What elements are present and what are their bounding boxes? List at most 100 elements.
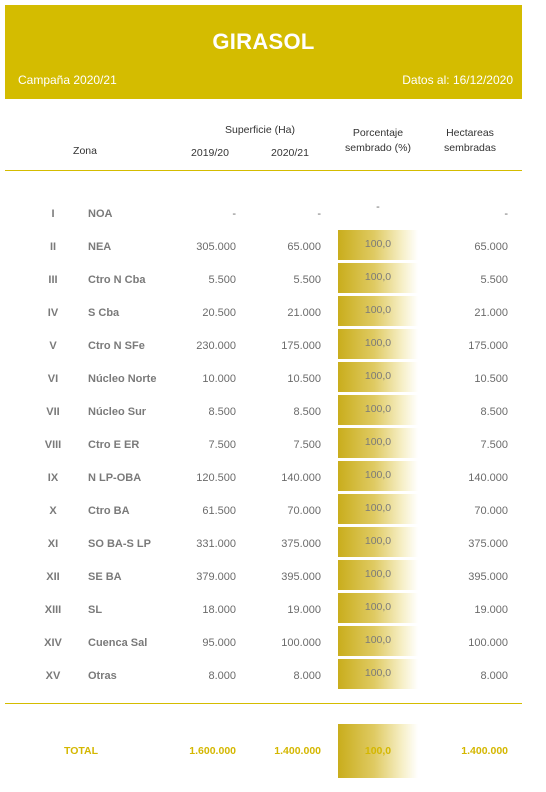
pct-sown-bar: 100,0 bbox=[338, 560, 418, 590]
pct-sown-bar: 100,0 bbox=[338, 395, 418, 425]
pct-sown-bar: 100,0 bbox=[338, 230, 418, 260]
ha-sown-value: - bbox=[504, 208, 508, 220]
table-row: I NOA - - - - bbox=[0, 197, 546, 230]
surface-2020: 19.000 bbox=[287, 604, 321, 616]
surface-2020: 375.000 bbox=[281, 538, 321, 550]
surface-2020: 10.500 bbox=[287, 373, 321, 385]
surface-2020: 175.000 bbox=[281, 340, 321, 352]
pct-sown-value: 100,0 bbox=[364, 370, 392, 382]
zone-name: Ctro N Cba bbox=[88, 274, 146, 286]
total-pct-sown-bar: 100,0 bbox=[338, 724, 418, 778]
pct-sown-bar: 100,0 bbox=[338, 527, 418, 557]
ha-sown-value: 395.000 bbox=[468, 571, 508, 583]
table-row: II NEA 305.000 65.000 100,0 65.000 bbox=[0, 230, 546, 263]
zone-number: II bbox=[49, 241, 57, 253]
total-pct-sown-value: 100,0 bbox=[364, 745, 392, 757]
pct-sown-header-line1: Porcentaje bbox=[352, 127, 404, 139]
zone-number: III bbox=[48, 274, 58, 286]
pct-sown-bar: 100,0 bbox=[338, 329, 418, 359]
zone-name: N LP-OBA bbox=[88, 472, 142, 484]
ha-sown-header-line2: sembradas bbox=[444, 142, 496, 154]
table-row: VI Núcleo Norte 10.000 10.500 100,0 10.5… bbox=[0, 362, 546, 395]
table-row: III Ctro N Cba 5.500 5.500 100,0 5.500 bbox=[0, 263, 546, 296]
zone-name: SO BA-S LP bbox=[88, 538, 151, 550]
zone-name: Ctro N SFe bbox=[88, 340, 145, 352]
zone-number: I bbox=[51, 208, 55, 220]
zone-table: I NOA - - - - II NEA 305.000 65.000 100,… bbox=[0, 197, 546, 692]
ha-sown-value: 175.000 bbox=[468, 340, 508, 352]
zone-name: Ctro BA bbox=[88, 505, 130, 517]
surface-2019: 18.000 bbox=[202, 604, 236, 616]
ha-sown-header-line1: Hectareas bbox=[446, 127, 494, 139]
zone-number: XV bbox=[45, 670, 61, 682]
surface-2019: 379.000 bbox=[196, 571, 236, 583]
ha-sown-value: 8.500 bbox=[480, 406, 508, 418]
ha-sown-value: 7.500 bbox=[480, 439, 508, 451]
pct-sown-bar: 100,0 bbox=[338, 263, 418, 293]
total-label: TOTAL bbox=[64, 745, 99, 757]
ha-sown-value: 19.000 bbox=[474, 604, 508, 616]
ha-sown-value: 8.000 bbox=[480, 670, 508, 682]
pct-sown-value: 100,0 bbox=[364, 601, 392, 613]
table-row: V Ctro N SFe 230.000 175.000 100,0 175.0… bbox=[0, 329, 546, 362]
pct-sown-bar: 100,0 bbox=[338, 626, 418, 656]
surface-2020: 65.000 bbox=[287, 241, 321, 253]
total-row: TOTAL 1.600.000 1.400.000 100,0 1.400.00… bbox=[0, 724, 546, 778]
zone-number: IX bbox=[47, 472, 59, 484]
total-surface-2019: 1.600.000 bbox=[189, 745, 236, 757]
surface-2019: 20.500 bbox=[202, 307, 236, 319]
pct-sown-value: 100,0 bbox=[364, 337, 392, 349]
surface-2019: 95.000 bbox=[202, 637, 236, 649]
zone-number: VIII bbox=[44, 439, 62, 451]
pct-sown-value: - bbox=[376, 201, 380, 213]
zone-column-header: Zona bbox=[73, 145, 97, 157]
surface-2019: 8.000 bbox=[208, 670, 236, 682]
surface-2020: 70.000 bbox=[287, 505, 321, 517]
data-date-label: Datos al: 16/12/2020 bbox=[402, 73, 513, 87]
pct-sown-value: 100,0 bbox=[364, 469, 392, 481]
zone-name: Cuenca Sal bbox=[88, 637, 148, 649]
surface-2020: 140.000 bbox=[281, 472, 321, 484]
table-row: XV Otras 8.000 8.000 100,0 8.000 bbox=[0, 659, 546, 692]
surface-2020: - bbox=[317, 208, 321, 220]
zone-number: VI bbox=[47, 373, 59, 385]
pct-sown-value: 100,0 bbox=[364, 634, 392, 646]
surface-2019: 305.000 bbox=[196, 241, 236, 253]
year-2019-header: 2019/20 bbox=[191, 147, 229, 159]
pct-sown-bar: 100,0 bbox=[338, 461, 418, 491]
total-surface-2020: 1.400.000 bbox=[274, 745, 321, 757]
pct-sown-bar: 100,0 bbox=[338, 494, 418, 524]
surface-2019: 61.500 bbox=[202, 505, 236, 517]
surface-2019: 120.500 bbox=[196, 472, 236, 484]
surface-2019: 7.500 bbox=[208, 439, 236, 451]
pct-sown-header-line2: sembrado (%) bbox=[345, 142, 411, 154]
surface-2020: 8.500 bbox=[293, 406, 321, 418]
surface-2020: 7.500 bbox=[293, 439, 321, 451]
ha-sown-value: 140.000 bbox=[468, 472, 508, 484]
zone-name: Núcleo Norte bbox=[88, 373, 157, 385]
pct-sown-value: 100,0 bbox=[364, 304, 392, 316]
zone-number: V bbox=[49, 340, 57, 352]
ha-sown-value: 65.000 bbox=[474, 241, 508, 253]
zone-name: NOA bbox=[88, 208, 113, 220]
pct-sown-value: 100,0 bbox=[364, 535, 392, 547]
pct-sown-value: 100,0 bbox=[364, 403, 392, 415]
zone-name: NEA bbox=[88, 241, 112, 253]
ha-sown-value: 5.500 bbox=[480, 274, 508, 286]
zone-number: XII bbox=[46, 571, 60, 583]
year-2020-header: 2020/21 bbox=[271, 147, 309, 159]
table-row: XIII SL 18.000 19.000 100,0 19.000 bbox=[0, 593, 546, 626]
pct-sown-bar: 100,0 bbox=[338, 659, 418, 689]
total-divider bbox=[5, 703, 522, 704]
surface-2020: 8.000 bbox=[293, 670, 321, 682]
pct-sown-value: 100,0 bbox=[364, 568, 392, 580]
pct-sown-value: 100,0 bbox=[364, 502, 392, 514]
pct-sown-value: 100,0 bbox=[364, 271, 392, 283]
campaign-label: Campaña 2020/21 bbox=[18, 73, 117, 87]
pct-sown-bar: 100,0 bbox=[338, 593, 418, 623]
zone-number: XI bbox=[47, 538, 59, 550]
zone-name: Ctro E ER bbox=[88, 439, 140, 451]
zone-name: Núcleo Sur bbox=[88, 406, 147, 418]
surface-2019: 331.000 bbox=[196, 538, 236, 550]
table-row: VII Núcleo Sur 8.500 8.500 100,0 8.500 bbox=[0, 395, 546, 428]
